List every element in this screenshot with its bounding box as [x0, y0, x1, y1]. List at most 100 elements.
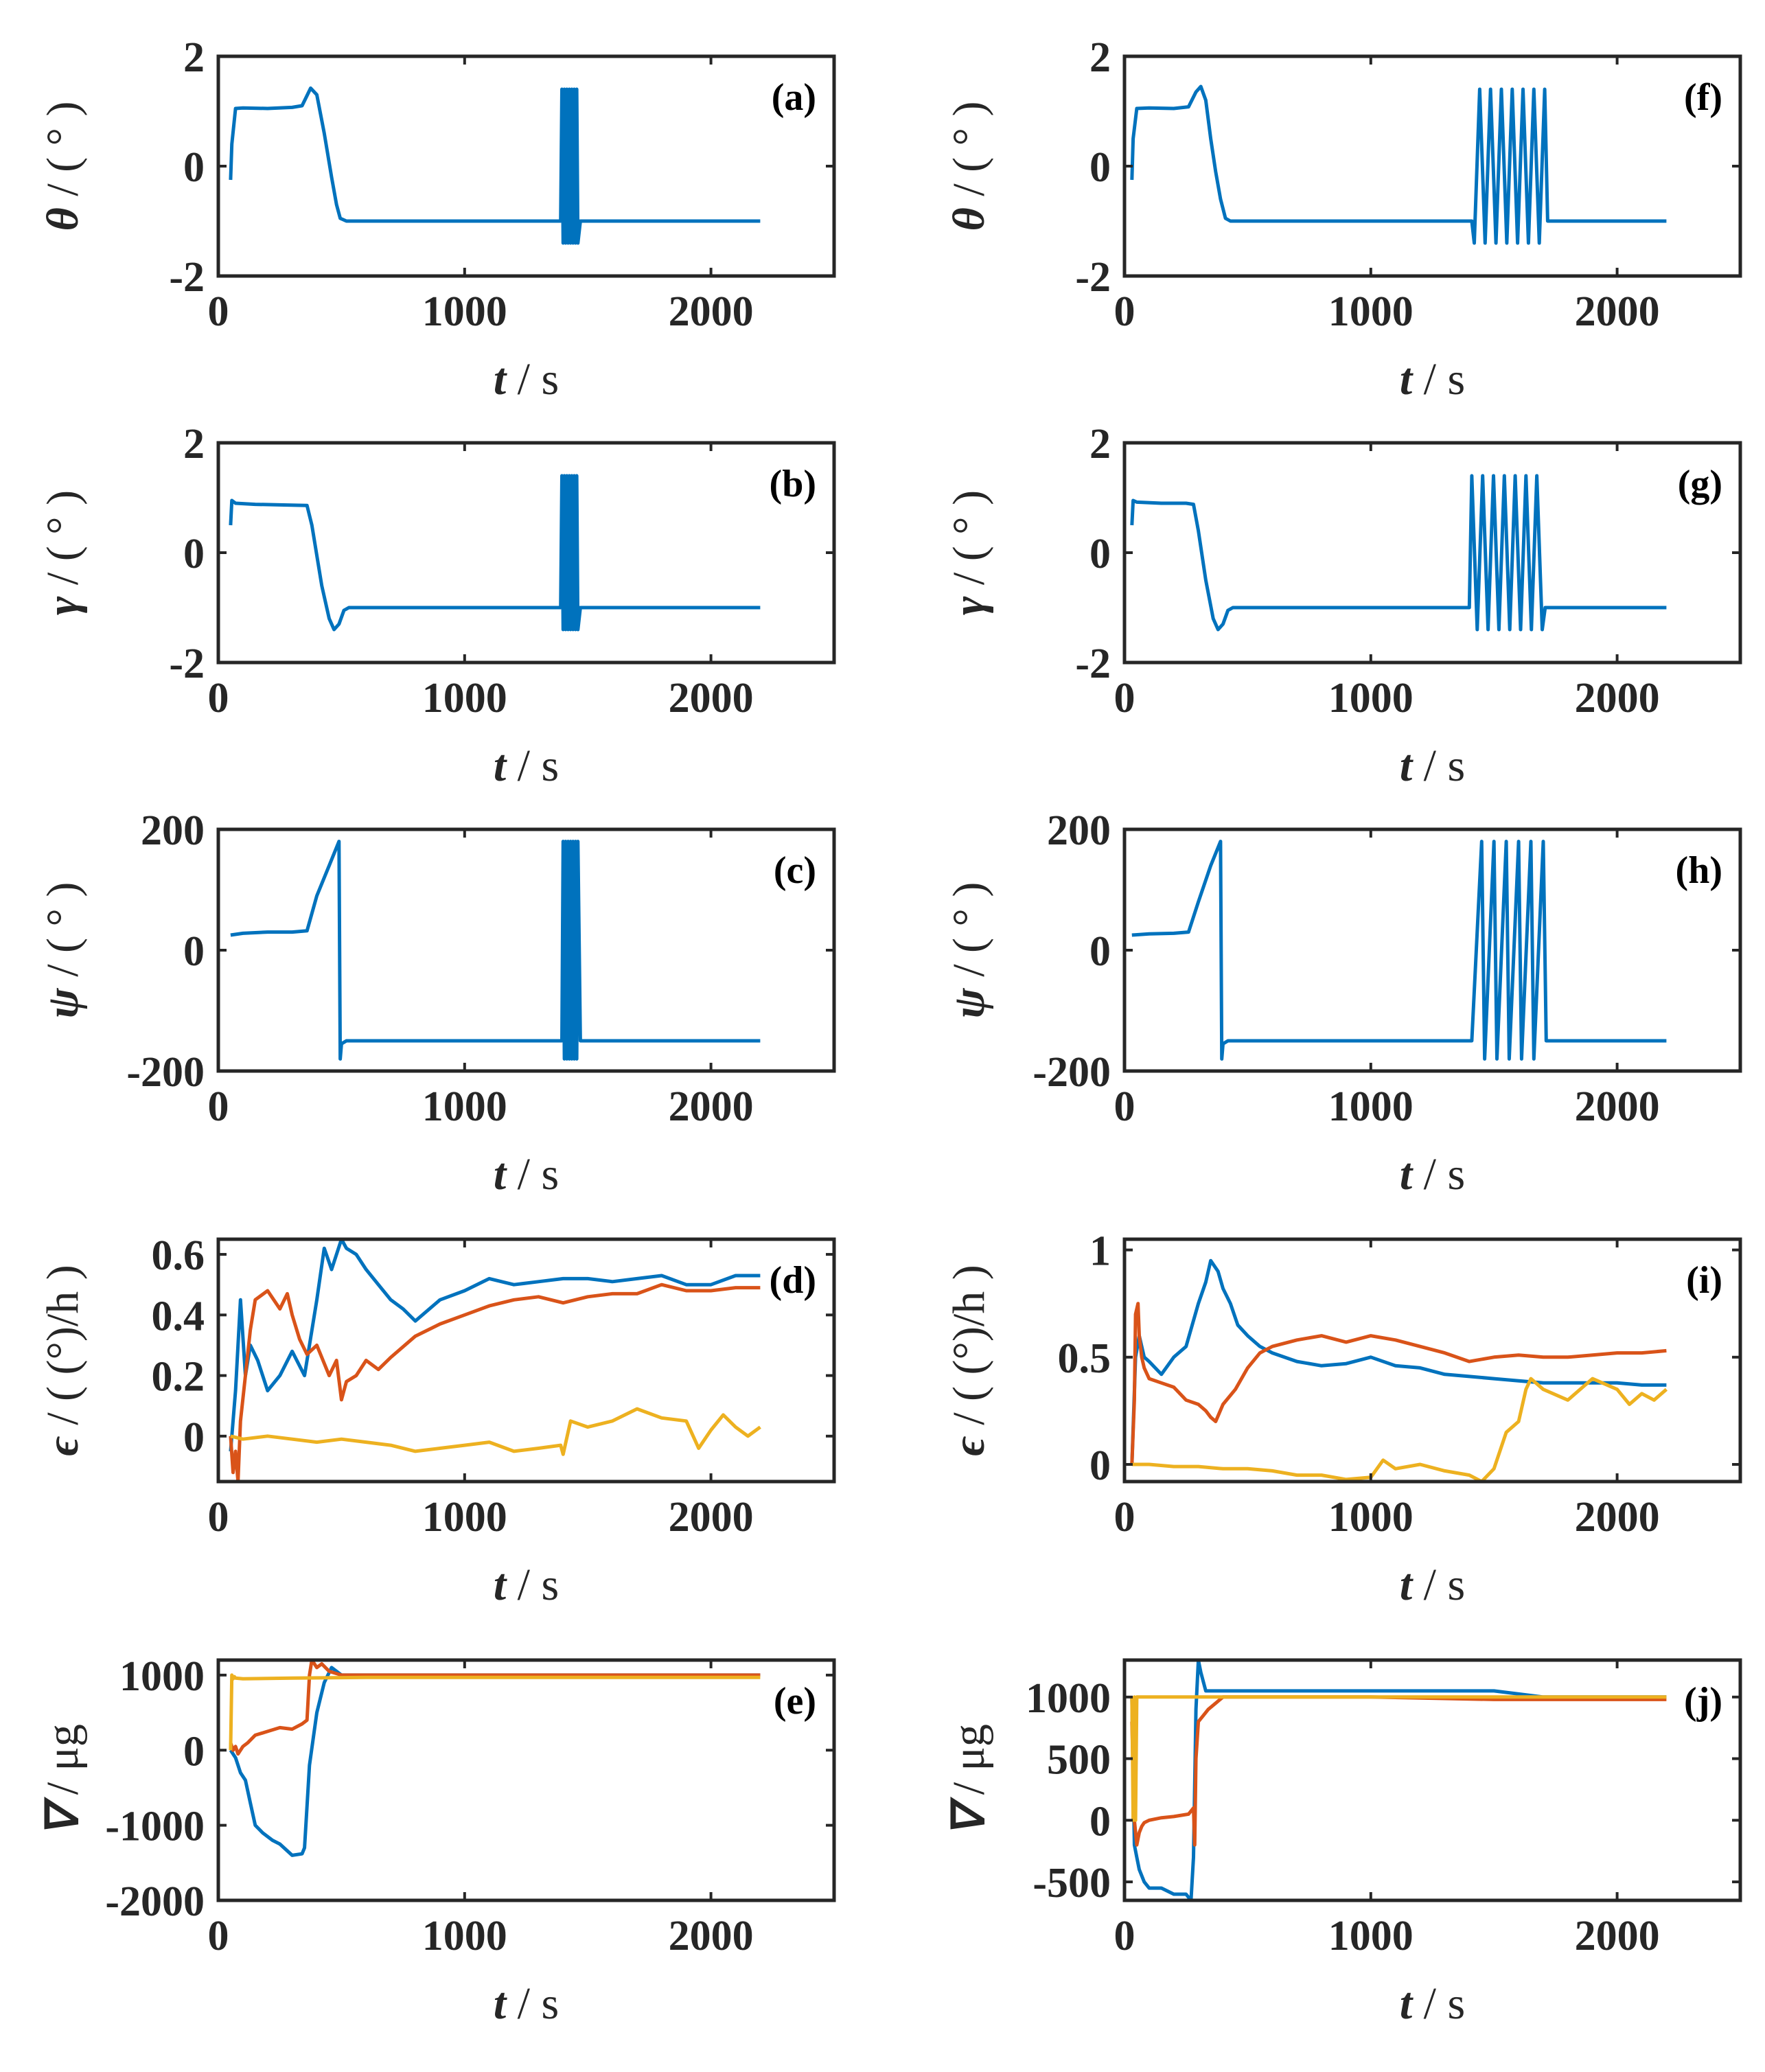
y-tick-label-h: 0	[1089, 928, 1111, 975]
x-axis-unit-g: / s	[1412, 741, 1465, 791]
x-axis-symbol-d: t	[494, 1560, 507, 1610]
y-tick-label-i: 0.5	[1058, 1335, 1111, 1382]
y-tick-label-a: 0	[183, 144, 205, 191]
x-tick-label-d: 1000	[422, 1494, 507, 1541]
x-tick-label-e: 2000	[669, 1913, 754, 1959]
series-line-j-z	[1130, 1695, 1667, 1822]
y-tick-label-a: 2	[183, 34, 205, 81]
x-axis-label-g: t / s	[1400, 741, 1465, 791]
panel-e: 0 1000 2000 -2000 -1000 0 1000 ∇ / μg t / s (e)	[38, 1653, 836, 2029]
panel-label-i: (i)	[1686, 1259, 1722, 1302]
x-tick-label-g: 1000	[1328, 675, 1414, 722]
y-axis-label-i: ϵ / ( (°)/h )	[944, 1265, 994, 1455]
y-tick-label-j: -500	[1033, 1860, 1111, 1907]
y-tick-label-c: -200	[126, 1049, 205, 1096]
y-tick-label-f: -2	[1075, 254, 1111, 301]
series-line-i-y	[1130, 1302, 1667, 1465]
series-line-e-y	[229, 1660, 761, 1756]
y-tick-label-h: 200	[1047, 807, 1111, 854]
series-line-j-y	[1130, 1695, 1667, 1847]
axes-frame-b	[216, 441, 836, 665]
series-line-b-attitude	[229, 474, 761, 632]
axes-frame-j	[1122, 1658, 1742, 1902]
panel-label-g: (g)	[1678, 463, 1722, 505]
y-tick-label-i: 1	[1089, 1228, 1111, 1275]
x-axis-symbol-j: t	[1400, 1979, 1414, 2029]
y-tick-label-d: 0	[183, 1414, 205, 1461]
y-tick-label-f: 2	[1089, 34, 1111, 81]
x-axis-unit-f: / s	[1412, 354, 1465, 404]
x-axis-unit-e: / s	[506, 1979, 559, 2029]
y-tick-label-j: 500	[1047, 1737, 1111, 1784]
y-axis-unit-b: / ( ° )	[38, 490, 88, 597]
x-tick-label-c: 1000	[422, 1083, 507, 1130]
y-axis-label-g: γ / ( ° )	[944, 490, 994, 615]
y-tick-label-d: 0.6	[152, 1232, 205, 1279]
x-tick-label-h: 0	[1114, 1083, 1135, 1130]
series-line-j-x	[1130, 1660, 1667, 1900]
panel-label-h: (h)	[1676, 849, 1722, 892]
x-tick-label-i: 1000	[1328, 1494, 1414, 1541]
x-axis-symbol-g: t	[1400, 741, 1414, 791]
x-tick-label-b: 1000	[422, 675, 507, 722]
y-axis-unit-i: / ( (°)/h )	[944, 1265, 994, 1436]
axes-frame-f	[1122, 54, 1742, 278]
y-axis-symbol-h: ψ	[944, 987, 994, 1018]
y-axis-unit-d: / ( (°)/h )	[38, 1265, 88, 1436]
y-tick-label-b: 0	[183, 531, 205, 577]
y-axis-unit-h: / ( ° )	[944, 882, 994, 989]
x-tick-label-c: 0	[208, 1083, 229, 1130]
y-axis-symbol-f: θ	[944, 207, 994, 231]
y-tick-label-b: -2	[169, 641, 205, 687]
series-line-i-x	[1130, 1258, 1667, 1465]
y-axis-symbol-d: ϵ	[38, 1436, 88, 1456]
series-line-e-z	[229, 1673, 761, 1751]
panel-i: 0 1000 2000 0 0.5 1 ϵ / ( (°)/h ) t / s (i)	[944, 1228, 1742, 1610]
series-line-c-attitude	[230, 840, 761, 1061]
y-tick-label-j: 0	[1089, 1798, 1111, 1845]
x-axis-unit-a: / s	[506, 354, 559, 404]
y-axis-label-h: ψ / ( ° )	[944, 882, 994, 1019]
x-tick-label-e: 1000	[422, 1913, 507, 1959]
x-axis-symbol-e: t	[494, 1979, 507, 2029]
x-tick-label-a: 1000	[422, 288, 507, 335]
panel-label-j: (j)	[1684, 1680, 1722, 1723]
series-line-f-attitude	[1130, 84, 1667, 245]
series-line-h-attitude	[1131, 840, 1667, 1061]
y-axis-unit-f: / ( ° )	[944, 102, 994, 208]
y-axis-unit-c: / ( ° )	[38, 882, 88, 989]
x-axis-unit-b: / s	[506, 741, 559, 791]
x-axis-symbol-b: t	[494, 741, 507, 791]
y-axis-unit-e: / μg	[38, 1724, 88, 1806]
axes-frame-h	[1122, 827, 1742, 1073]
x-tick-label-a: 0	[208, 288, 229, 335]
y-tick-label-g: -2	[1075, 641, 1111, 687]
x-axis-label-d: t / s	[494, 1560, 559, 1610]
x-axis-symbol-i: t	[1400, 1560, 1414, 1610]
x-axis-unit-i: / s	[1412, 1560, 1465, 1610]
axes-frame-i	[1122, 1237, 1742, 1484]
x-axis-label-b: t / s	[494, 741, 559, 791]
x-tick-label-j: 2000	[1575, 1913, 1660, 1959]
y-axis-label-a: θ / ( ° )	[38, 102, 88, 231]
x-tick-label-b: 2000	[669, 675, 754, 722]
x-axis-label-j: t / s	[1400, 1979, 1465, 2029]
x-tick-label-i: 2000	[1575, 1494, 1660, 1541]
x-axis-label-i: t / s	[1400, 1560, 1465, 1610]
x-axis-symbol-a: t	[494, 354, 507, 404]
panel-label-b: (b)	[770, 463, 816, 505]
y-tick-label-j: 1000	[1026, 1675, 1111, 1722]
x-tick-label-i: 0	[1114, 1494, 1135, 1541]
x-axis-symbol-c: t	[494, 1149, 507, 1199]
y-axis-unit-g: / ( ° )	[944, 490, 994, 597]
y-axis-unit-j: / μg	[944, 1724, 994, 1806]
y-tick-label-c: 200	[141, 807, 205, 854]
y-axis-label-j: ∇ / μg	[944, 1724, 994, 1837]
x-axis-label-a: t / s	[494, 354, 559, 404]
